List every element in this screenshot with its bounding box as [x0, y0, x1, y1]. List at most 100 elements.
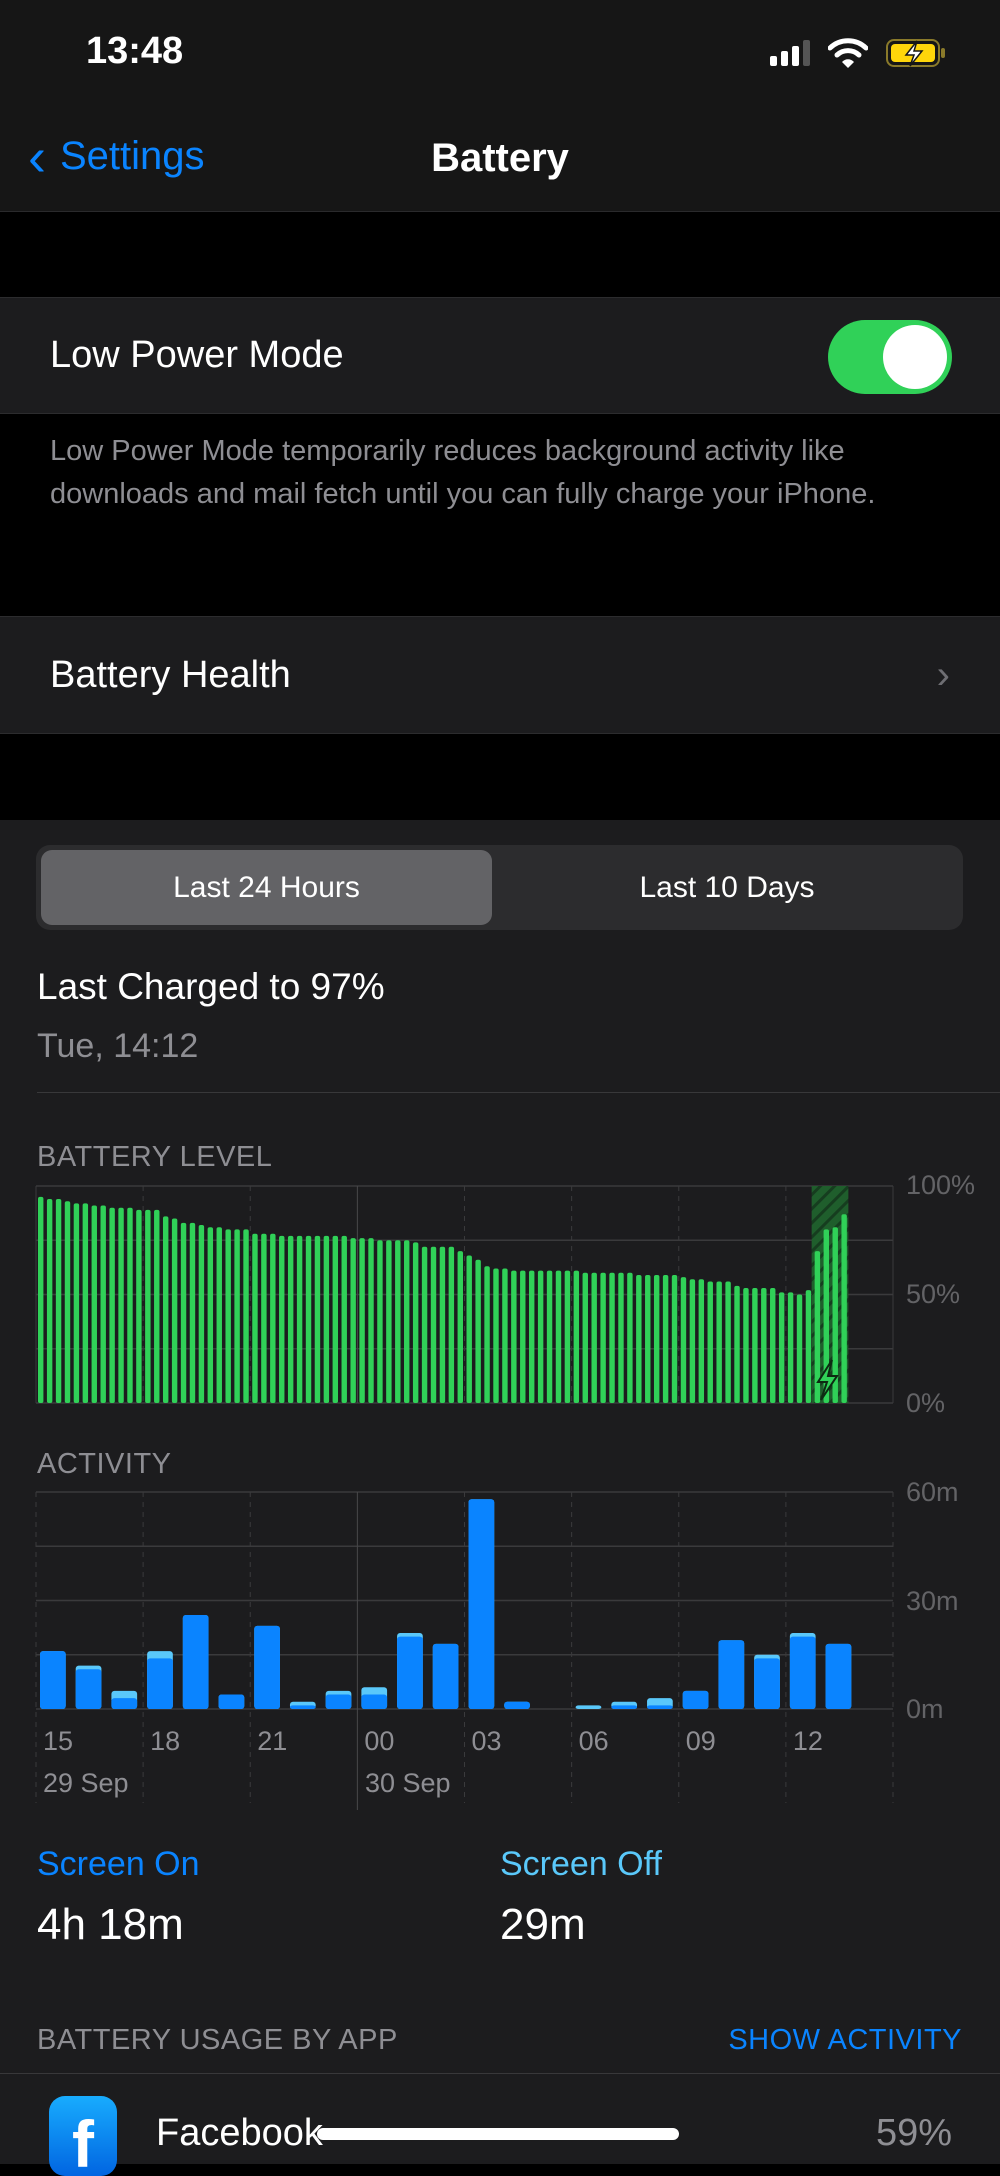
battery-bar: [100, 1205, 106, 1403]
activity-bar-screen-on: [75, 1669, 102, 1709]
battery-bar: [636, 1274, 642, 1403]
battery-bar: [145, 1209, 151, 1403]
chevron-right-icon: ›: [936, 652, 950, 697]
battery-bar: [770, 1287, 776, 1403]
battery-bar: [136, 1209, 142, 1403]
battery-health-row[interactable]: Battery Health ›: [0, 616, 1000, 734]
battery-bar: [279, 1235, 285, 1403]
battery-bar: [252, 1233, 258, 1403]
x-tick: 18: [150, 1726, 181, 1756]
show-activity-button[interactable]: SHOW ACTIVITY: [728, 2024, 962, 2056]
battery-bar: [296, 1235, 303, 1403]
battery-bar: [314, 1235, 321, 1403]
battery-bar: [404, 1240, 410, 1403]
app-percent: 59%: [875, 2112, 952, 2154]
activity-bar-screen-on: [254, 1625, 280, 1709]
battery-bar: [118, 1207, 124, 1403]
battery-bar: [502, 1268, 508, 1403]
activity-bar-screen-on: [468, 1499, 495, 1709]
date-label: 30 Sep: [365, 1768, 451, 1798]
facebook-icon: f: [49, 2096, 117, 2176]
low-power-mode-row: Low Power Mode: [0, 297, 1000, 414]
battery-bar: [323, 1235, 330, 1403]
screen-off-label: Screen Off: [500, 1845, 662, 1883]
battery-bar: [109, 1207, 115, 1403]
battery-bar: [91, 1205, 97, 1403]
battery-bar: [38, 1196, 44, 1403]
battery-bar: [564, 1270, 571, 1403]
battery-bar: [761, 1287, 767, 1403]
battery-bar: [189, 1222, 196, 1403]
battery-bar: [778, 1292, 785, 1403]
battery-level-title: BATTERY LEVEL: [37, 1141, 273, 1173]
battery-bar: [270, 1233, 276, 1403]
battery-level-chart: [35, 1185, 894, 1404]
battery-bar: [430, 1246, 437, 1403]
time-range-segmented-control: Last 24 Hours Last 10 Days: [36, 845, 963, 930]
activity-bar-screen-on: [611, 1705, 638, 1709]
activity-bar-screen-on: [647, 1705, 673, 1709]
battery-bar: [82, 1203, 89, 1403]
battery-bar: [421, 1246, 428, 1403]
battery-bar: [171, 1218, 178, 1403]
wifi-icon: [828, 38, 868, 68]
activity-bar-screen-off: [575, 1705, 602, 1709]
battery-bar: [555, 1270, 562, 1403]
x-tick: 15: [43, 1726, 74, 1756]
activity-bar-screen-on: [718, 1640, 745, 1709]
battery-bar: [662, 1274, 669, 1403]
activity-bar-screen-on: [504, 1701, 530, 1709]
x-tick: 06: [578, 1726, 609, 1756]
battery-bar: [671, 1274, 678, 1403]
segment-last-24-hours[interactable]: Last 24 Hours: [41, 850, 492, 925]
battery-bar: [707, 1281, 713, 1403]
activity-bar-screen-on: [40, 1651, 66, 1709]
activity-bar-screen-on: [111, 1698, 138, 1709]
battery-health-label: Battery Health: [50, 653, 291, 696]
battery-bar: [618, 1272, 624, 1403]
x-tick: 21: [257, 1726, 288, 1756]
page-title: Battery: [431, 136, 569, 180]
battery-bar: [466, 1255, 472, 1403]
segment-last-10-days[interactable]: Last 10 Days: [639, 870, 815, 904]
battery-bar: [591, 1272, 597, 1403]
battery-bar: [573, 1270, 580, 1403]
battery-bar: [645, 1274, 651, 1403]
battery-bar: [787, 1292, 794, 1403]
battery-bar: [261, 1233, 267, 1403]
y-tick: 0m: [906, 1694, 944, 1724]
app-row-facebook[interactable]: f Facebook 59%: [0, 2074, 1000, 2176]
battery-bar: [377, 1240, 383, 1403]
battery-bar: [734, 1285, 740, 1403]
battery-bar: [439, 1246, 446, 1403]
battery-bar: [180, 1222, 187, 1403]
battery-bar: [332, 1235, 339, 1403]
battery-bar: [725, 1281, 731, 1403]
battery-bar: [716, 1281, 722, 1403]
battery-bar: [243, 1229, 249, 1403]
x-tick: 03: [471, 1726, 502, 1756]
x-tick: 12: [792, 1726, 823, 1756]
back-button[interactable]: ‹ Settings: [28, 126, 205, 187]
chevron-left-icon: ‹: [28, 126, 46, 187]
battery-bar: [368, 1238, 374, 1403]
battery-bar: [814, 1251, 821, 1403]
app-name: Facebook: [156, 2112, 323, 2154]
battery-bar: [520, 1270, 526, 1403]
battery-bar: [234, 1229, 240, 1403]
screen-on-value: 4h 18m: [37, 1900, 184, 1949]
back-label: Settings: [59, 134, 205, 178]
x-tick: 09: [685, 1726, 716, 1756]
battery-bar: [805, 1290, 812, 1403]
battery-bar: [832, 1227, 838, 1403]
battery-bar: [743, 1287, 749, 1403]
low-power-mode-toggle[interactable]: [828, 320, 952, 394]
battery-bar: [752, 1287, 758, 1403]
home-indicator[interactable]: [317, 2128, 679, 2140]
battery-bar: [216, 1227, 222, 1403]
battery-bar: [653, 1274, 660, 1403]
battery-bar: [287, 1235, 294, 1403]
x-tick: 00: [364, 1726, 395, 1756]
activity-bar-screen-on: [397, 1636, 423, 1709]
charging-bolt-icon: [816, 1359, 839, 1401]
